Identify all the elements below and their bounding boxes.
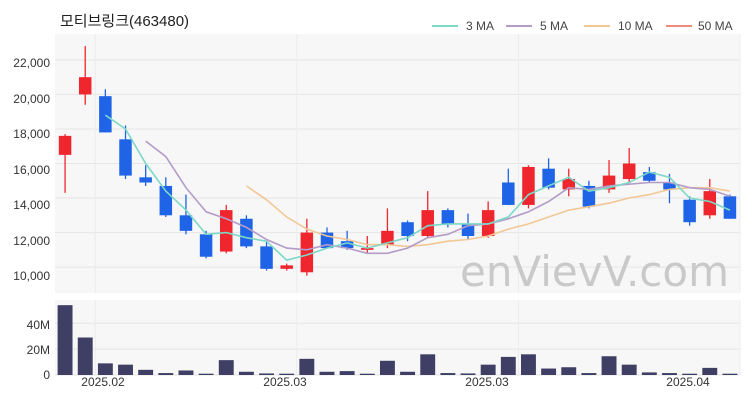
chart-title: 모티브링크(463480) [60, 13, 189, 30]
date-tick-label: 2025.03 [465, 375, 509, 389]
volume-bar [339, 371, 355, 375]
volume-bar [158, 373, 174, 375]
candle-body [58, 135, 72, 155]
candle-body [522, 166, 535, 205]
price-tick-label: 10,000 [13, 269, 50, 283]
candle-body [99, 96, 112, 133]
candle-body [502, 182, 515, 205]
candle-body [562, 179, 575, 190]
candle-body [119, 139, 132, 176]
date-tick-label: 2025.02 [81, 375, 125, 389]
candle-body [723, 196, 737, 219]
price-tick-label: 14,000 [13, 198, 50, 212]
date-tick-label: 2025.03 [263, 375, 307, 389]
candle-body [220, 210, 233, 252]
candle-body [179, 215, 193, 231]
candle-body [663, 182, 676, 190]
candle-body [542, 168, 555, 188]
volume-bar [601, 356, 617, 375]
volume-bar [521, 354, 536, 375]
volume-bar [440, 373, 456, 375]
candle-body [441, 210, 455, 224]
volume-bar [379, 360, 395, 375]
price-tick-label: 20,000 [13, 92, 50, 106]
candle-body [361, 248, 374, 250]
candle-body [683, 199, 696, 223]
volume-bar [279, 373, 295, 375]
volume-bar [359, 373, 375, 375]
candle-body [139, 177, 152, 183]
volume-bar [218, 360, 234, 375]
volume-plot [55, 300, 741, 376]
volume-bar [299, 358, 315, 375]
candle-body [381, 230, 394, 245]
ma5-line [145, 140, 731, 255]
volume-bar [400, 371, 416, 375]
volume-bar [500, 356, 516, 375]
candle-body [643, 172, 656, 181]
volume-bar [420, 354, 436, 375]
volume-bar [77, 337, 93, 375]
candle-body [622, 163, 636, 180]
candle-body [280, 265, 293, 269]
legend-label-ma50: 50 MA [698, 19, 733, 33]
volume-bar [662, 373, 677, 375]
volume-tick-label: 40M [27, 318, 50, 332]
volume-bar [319, 371, 335, 375]
ma10-line [245, 185, 731, 248]
candle-body [199, 234, 213, 257]
price-tick-label: 16,000 [13, 163, 50, 177]
price-axis: 10,000 12,000 14,000 16,000 18,000 20,00… [13, 56, 50, 283]
price-tick-label: 12,000 [13, 234, 50, 248]
volume-bar [198, 373, 214, 375]
candle-body [240, 218, 253, 247]
legend-label-ma3: 3 MA [466, 19, 494, 33]
volume-tick-label: 20M [27, 343, 50, 357]
date-tick-label: 2025.04 [666, 375, 710, 389]
ma3-line [104, 114, 731, 262]
chart-legend: 3 MA 5 MA 10 MA 50 MA [432, 19, 733, 33]
candle-body [300, 232, 314, 273]
volume-bar [480, 364, 496, 375]
volume-bar [460, 373, 476, 375]
price-plot [55, 34, 741, 293]
candle-body [260, 246, 273, 269]
volume-bar [561, 367, 577, 375]
date-axis: 2025.02 2025.03 2025.03 2025.04 [81, 375, 710, 389]
candle-body [703, 191, 717, 216]
price-tick-label: 18,000 [13, 127, 50, 141]
volume-bar [97, 363, 113, 375]
volume-bar [259, 373, 274, 375]
volume-bar [118, 364, 133, 375]
volume-bar [702, 367, 718, 375]
volume-axis: 0 20M 40M [27, 318, 51, 382]
volume-plot-background [55, 300, 740, 375]
legend-label-ma5: 5 MA [540, 19, 568, 33]
volume-bar [682, 373, 698, 375]
watermark: enVievV.com [460, 247, 729, 296]
volume-bar [641, 372, 657, 375]
volume-bar [581, 373, 597, 375]
price-tick-label: 22,000 [13, 56, 50, 70]
volume-bar [178, 370, 194, 375]
candle-body [401, 222, 414, 237]
volume-bar [57, 305, 73, 375]
legend-label-ma10: 10 MA [618, 19, 653, 33]
volume-tick-label: 0 [43, 368, 50, 382]
candle-body [340, 241, 354, 249]
volume-bar [138, 369, 154, 375]
volume-bar [541, 368, 557, 375]
volume-bar [621, 364, 637, 375]
volume-bar [722, 373, 738, 375]
candle-body [78, 77, 92, 95]
volume-bar [238, 371, 254, 375]
candle-body [421, 210, 434, 237]
